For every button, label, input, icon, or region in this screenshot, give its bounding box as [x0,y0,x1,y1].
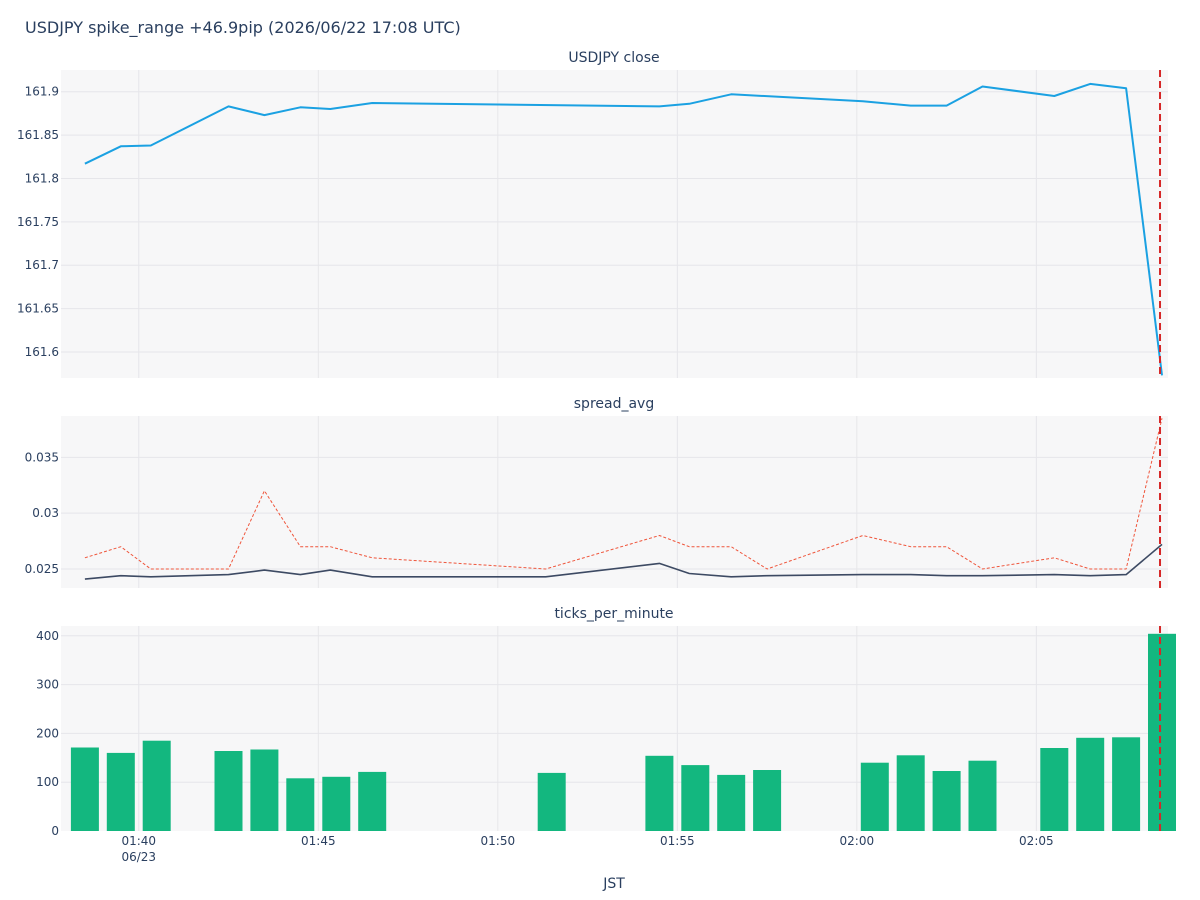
bar [142,740,171,831]
bar [250,749,279,831]
y-tick-label: 0.03 [32,506,59,520]
x-tick-label: 01:55 [660,834,695,848]
subplot-title: ticks_per_minute [554,606,673,622]
bar [968,760,997,831]
x-axis: 01:40 06/23 01:45 01:50 01:55 02:00 02:05 [121,834,1053,864]
x-tick-label: 01:50 [481,834,516,848]
y-tick-label: 0 [51,824,59,838]
bar [1148,633,1176,831]
bar [358,771,387,831]
figure-title: USDJPY spike_range +46.9pip (2026/06/22 … [25,18,461,37]
bar [717,774,746,831]
x-tick-label: 02:00 [840,834,875,848]
x-tick-label: 01:45 [301,834,336,848]
bar [681,765,710,831]
y-tick-label: 161.7 [25,258,59,272]
bar [932,771,961,831]
y-tick-label: 161.85 [17,128,59,142]
y-tick-label: 400 [36,629,59,643]
x-tick-label: 01:40 [121,834,156,848]
bar [70,747,99,831]
y-tick-label: 161.8 [25,171,59,185]
bar [860,762,889,831]
subplot-title: USDJPY close [568,50,659,66]
spread-dotted-line [84,418,1163,570]
x-axis-title: JST [602,876,625,892]
y-tick-label: 161.6 [25,345,59,359]
y-tick-label: 200 [36,726,59,740]
bar [753,770,782,831]
bar [214,751,243,831]
y-tick-label: 0.035 [25,450,59,464]
close-panel: 161.6 161.65 161.7 161.75 161.8 161.85 161.9 US… [17,50,1168,378]
bar [106,752,135,831]
subplot-title: spread_avg [574,396,654,412]
spread-solid-line [84,543,1163,580]
ticks-panel: 0 100 200 300 400 ticks_per_minute [36,606,1176,838]
bar [537,772,566,831]
bar [1112,737,1141,831]
bar [1040,748,1069,831]
plot-background [61,70,1168,378]
y-tick-label: 161.75 [17,215,59,229]
bar [1076,737,1105,831]
bar [322,776,351,831]
bar [645,755,674,831]
close-line [84,82,1163,376]
y-tick-label: 100 [36,775,59,789]
y-tick-label: 0.025 [25,562,59,576]
x-tick-label: 02:05 [1019,834,1054,848]
y-tick-label: 300 [36,678,59,692]
y-tick-label: 161.9 [25,85,59,99]
plot-background [61,416,1168,588]
x-date-label: 06/23 [121,850,156,864]
spread-panel: 0.025 0.03 0.035 spread_avg [25,396,1168,588]
bar [896,755,925,831]
bar [286,778,315,831]
y-tick-label: 161.65 [17,302,59,316]
